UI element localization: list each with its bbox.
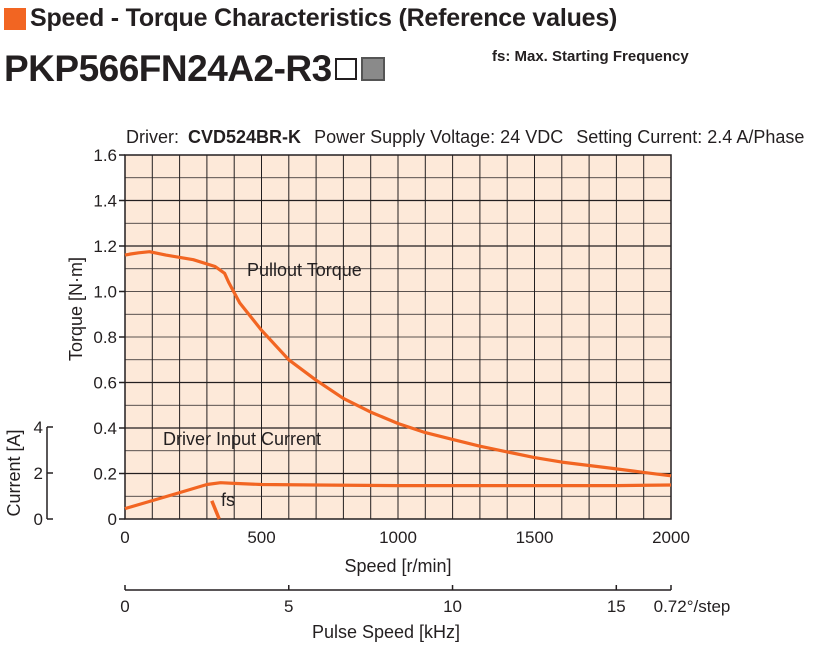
y-axis-label: Torque [N·m] — [66, 257, 86, 361]
driver-input-current-curve — [124, 481, 672, 511]
axes: 00.20.40.60.81.01.21.41.60 500 1000 1500 200… — [4, 146, 730, 642]
driver-input-current-label: Driver Input Current — [163, 429, 321, 449]
y-tick-label: 0.2 — [93, 465, 117, 484]
x-tick-label: 1500 — [516, 528, 554, 547]
y-tick-label: 0.6 — [93, 374, 117, 393]
fs-note: fs: Max. Starting Frequency — [492, 48, 689, 65]
pulse-tick-label: 10 — [443, 597, 462, 616]
pulse-axis-label: Pulse Speed [kHz] — [312, 622, 460, 642]
fs-marker — [210, 500, 221, 520]
pulse-tick-label: 5 — [284, 597, 293, 616]
pullout-torque-curve — [124, 250, 672, 478]
curves — [124, 250, 672, 520]
pulse-tick-label: 15 — [607, 597, 626, 616]
y-tick-label: 0.4 — [93, 419, 117, 438]
x-tick-label: 2000 — [652, 528, 690, 547]
model-row: PKP566FN24A2-R3 — [4, 48, 385, 90]
model-name: PKP566FN24A2-R3 — [4, 48, 332, 89]
grid — [125, 155, 671, 519]
header: Speed - Torque Characteristics (Referenc… — [4, 4, 617, 33]
gray-box-icon — [360, 57, 385, 81]
x-tick-label: 0 — [120, 528, 129, 547]
current-tick-label: 4 — [34, 418, 43, 437]
x-tick-label: 1000 — [379, 528, 417, 547]
y-tick-label: 0 — [108, 510, 117, 529]
white-box-icon — [334, 58, 357, 80]
current-tick-label: 0 — [34, 510, 43, 529]
x-axis-label: Speed [r/min] — [344, 556, 451, 576]
y-tick-label: 1.2 — [93, 237, 117, 256]
pulse-unit-label: 0.72°/step — [654, 597, 731, 616]
y-tick-label: 1.6 — [93, 146, 117, 165]
y-tick-label: 1.0 — [93, 283, 117, 302]
y-tick-label: 1.4 — [93, 192, 117, 211]
pullout-torque-label: Pullout Torque — [247, 260, 362, 280]
orange-square-icon — [4, 7, 26, 30]
current-axis-label: Current [A] — [4, 429, 24, 516]
current-tick-label: 2 — [34, 464, 43, 483]
y-tick-label: 0.8 — [93, 328, 117, 347]
conditions-text: Driver: CVD524BR-K Power Supply Voltage:… — [126, 127, 804, 147]
pulse-tick-label: 0 — [120, 597, 129, 616]
x-tick-label: 500 — [247, 528, 275, 547]
fs-label: fs — [221, 490, 235, 510]
labels: Pullout Torque Driver Input Current fs — [163, 260, 362, 510]
page-title: Speed - Torque Characteristics (Referenc… — [30, 4, 618, 32]
